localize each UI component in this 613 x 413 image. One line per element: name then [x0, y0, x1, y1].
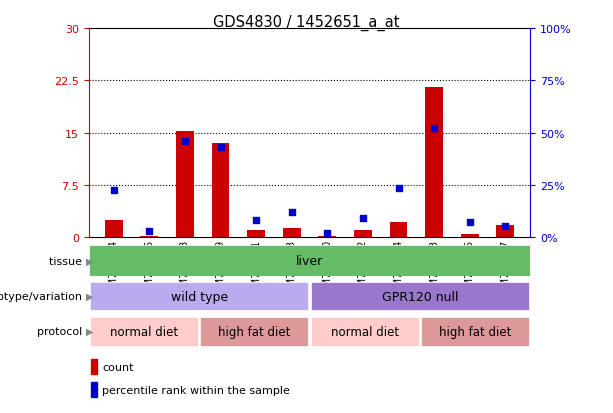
Bar [311, 317, 419, 346]
Point [322, 230, 332, 237]
Bar [90, 282, 308, 311]
Text: count: count [102, 362, 134, 372]
Text: ▶: ▶ [86, 326, 93, 337]
Bar [425, 88, 443, 237]
Point [429, 126, 439, 132]
Text: GDS4830 / 1452651_a_at: GDS4830 / 1452651_a_at [213, 14, 400, 31]
Bar [200, 317, 308, 346]
Point [465, 220, 474, 226]
Point [216, 145, 226, 151]
Point [500, 223, 510, 229]
Point [287, 209, 297, 216]
Bar [421, 317, 529, 346]
Point [180, 138, 190, 145]
Bar [91, 359, 97, 374]
Point [109, 187, 119, 194]
Text: normal diet: normal diet [110, 325, 178, 338]
Bar [211, 144, 229, 237]
Bar [319, 236, 337, 237]
Bar [283, 228, 300, 237]
Text: wild type: wild type [170, 290, 228, 303]
Point [145, 228, 154, 235]
Bar [390, 222, 408, 237]
Text: protocol: protocol [37, 326, 86, 337]
Bar [461, 234, 479, 237]
Text: normal diet: normal diet [330, 325, 399, 338]
Text: ▶: ▶ [86, 291, 93, 301]
Text: high fat diet: high fat diet [439, 325, 511, 338]
Text: high fat diet: high fat diet [218, 325, 291, 338]
Bar [311, 282, 529, 311]
Bar [90, 317, 198, 346]
Bar [105, 220, 123, 237]
Bar [247, 230, 265, 237]
Text: tissue: tissue [49, 256, 86, 266]
Bar [497, 225, 514, 237]
Bar [140, 236, 158, 237]
Point [394, 185, 403, 192]
Point [251, 218, 261, 224]
Point [358, 216, 368, 222]
Bar [354, 230, 372, 237]
Bar [91, 382, 97, 397]
Text: genotype/variation: genotype/variation [0, 291, 86, 301]
Text: GPR120 null: GPR120 null [382, 290, 458, 303]
Text: percentile rank within the sample: percentile rank within the sample [102, 385, 290, 395]
Text: ▶: ▶ [86, 256, 93, 266]
Bar [176, 132, 194, 237]
Text: liver: liver [296, 255, 323, 268]
